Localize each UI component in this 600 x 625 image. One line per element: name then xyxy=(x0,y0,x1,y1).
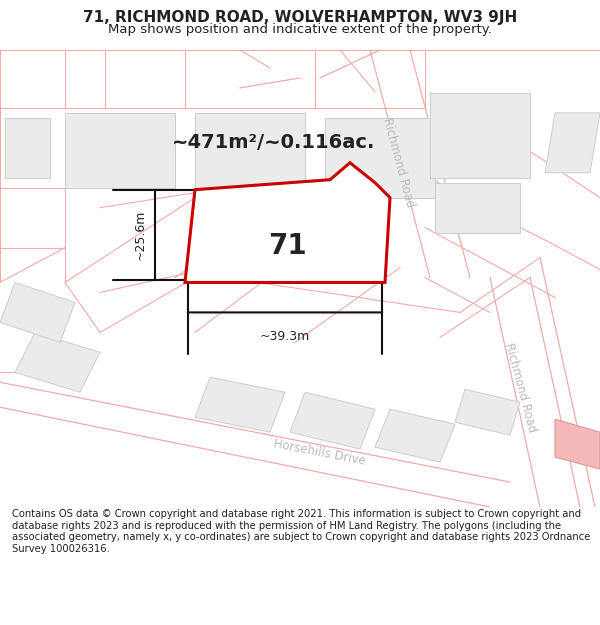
Polygon shape xyxy=(195,113,305,188)
Polygon shape xyxy=(375,409,455,462)
Polygon shape xyxy=(15,332,100,392)
Polygon shape xyxy=(185,162,390,282)
Polygon shape xyxy=(195,378,285,432)
Text: Horsehills Drive: Horsehills Drive xyxy=(273,437,367,468)
Polygon shape xyxy=(0,282,75,342)
Text: 71: 71 xyxy=(268,232,307,259)
Polygon shape xyxy=(200,208,340,272)
Polygon shape xyxy=(5,118,50,178)
Text: ~25.6m: ~25.6m xyxy=(134,210,147,260)
Polygon shape xyxy=(65,113,175,188)
Polygon shape xyxy=(455,389,520,435)
Polygon shape xyxy=(325,118,435,198)
Text: Contains OS data © Crown copyright and database right 2021. This information is : Contains OS data © Crown copyright and d… xyxy=(12,509,590,554)
Text: 71, RICHMOND ROAD, WOLVERHAMPTON, WV3 9JH: 71, RICHMOND ROAD, WOLVERHAMPTON, WV3 9J… xyxy=(83,9,517,24)
Text: Richmond Road: Richmond Road xyxy=(502,341,538,434)
Polygon shape xyxy=(555,419,600,469)
Polygon shape xyxy=(290,392,375,449)
Text: ~39.3m: ~39.3m xyxy=(260,331,310,343)
Text: Map shows position and indicative extent of the property.: Map shows position and indicative extent… xyxy=(108,23,492,36)
Polygon shape xyxy=(430,93,530,178)
Polygon shape xyxy=(545,113,600,173)
Text: ~471m²/~0.116ac.: ~471m²/~0.116ac. xyxy=(172,133,376,152)
Text: Richmond Road: Richmond Road xyxy=(380,116,416,209)
Polygon shape xyxy=(435,182,520,232)
